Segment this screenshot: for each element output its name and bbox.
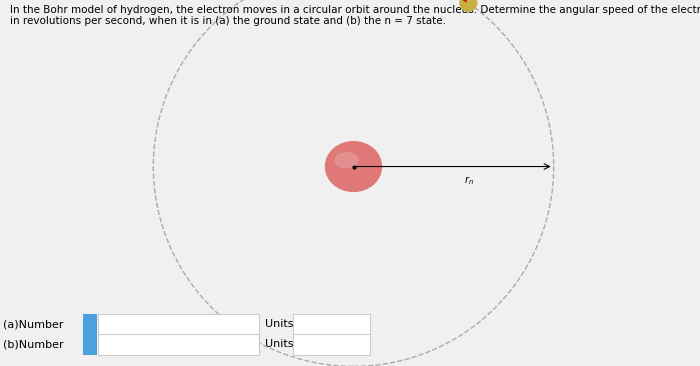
Text: i: i xyxy=(88,319,91,329)
Text: (a)Number: (a)Number xyxy=(4,319,64,329)
FancyBboxPatch shape xyxy=(98,314,259,335)
Text: in revolutions per second, when it is in (a) the ground state and (b) the n = 7 : in revolutions per second, when it is in… xyxy=(10,16,447,26)
Text: Units: Units xyxy=(265,319,293,329)
FancyBboxPatch shape xyxy=(83,334,97,355)
Text: In the Bohr model of hydrogen, the electron moves in a circular orbit around the: In the Bohr model of hydrogen, the elect… xyxy=(10,5,700,15)
FancyBboxPatch shape xyxy=(83,314,97,335)
Ellipse shape xyxy=(460,0,477,11)
Text: i: i xyxy=(88,339,91,350)
Text: $r_n$: $r_n$ xyxy=(463,174,473,187)
Text: Units: Units xyxy=(265,339,293,350)
Text: ∨: ∨ xyxy=(358,320,364,329)
Ellipse shape xyxy=(326,142,382,191)
FancyBboxPatch shape xyxy=(293,314,370,335)
Text: ∨: ∨ xyxy=(358,340,364,349)
Text: (b)Number: (b)Number xyxy=(4,339,64,350)
Ellipse shape xyxy=(335,153,358,168)
FancyBboxPatch shape xyxy=(98,334,259,355)
FancyBboxPatch shape xyxy=(293,334,370,355)
